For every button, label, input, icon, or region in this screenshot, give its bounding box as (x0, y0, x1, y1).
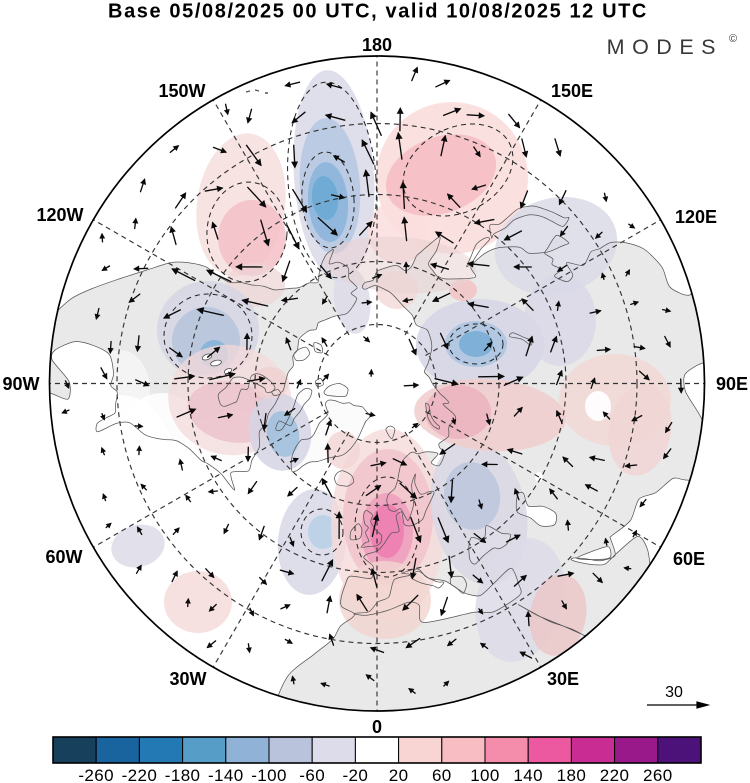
svg-text:60E: 60E (673, 549, 705, 569)
svg-text:-220: -220 (122, 766, 158, 783)
svg-text:100: 100 (470, 766, 500, 783)
svg-text:30E: 30E (547, 669, 579, 689)
svg-text:120W: 120W (36, 205, 83, 225)
svg-text:60: 60 (432, 766, 452, 783)
svg-text:Base 05/08/2025 00 UTC, valid: Base 05/08/2025 00 UTC, valid 10/08/2025… (108, 1, 648, 23)
svg-text:220: 220 (600, 766, 630, 783)
svg-text:20: 20 (389, 766, 409, 783)
svg-text:-60: -60 (299, 766, 325, 783)
svg-text:©: © (729, 33, 737, 45)
svg-text:150W: 150W (158, 81, 205, 101)
svg-text:150E: 150E (551, 81, 593, 101)
svg-text:90E: 90E (716, 374, 748, 394)
svg-text:-100: -100 (251, 766, 287, 783)
svg-text:180: 180 (362, 35, 392, 55)
svg-text:120E: 120E (675, 207, 717, 227)
svg-text:260: 260 (643, 766, 673, 783)
svg-text:MODES: MODES (607, 35, 723, 59)
svg-text:60W: 60W (45, 547, 82, 567)
svg-text:30W: 30W (169, 669, 206, 689)
svg-text:-140: -140 (208, 766, 244, 783)
svg-text:30: 30 (665, 684, 683, 701)
svg-text:-260: -260 (78, 766, 114, 783)
svg-text:-20: -20 (343, 766, 369, 783)
svg-text:140: 140 (513, 766, 543, 783)
svg-text:180: 180 (557, 766, 587, 783)
svg-text:-180: -180 (165, 766, 201, 783)
svg-text:90W: 90W (2, 374, 39, 394)
svg-text:0: 0 (372, 717, 382, 737)
